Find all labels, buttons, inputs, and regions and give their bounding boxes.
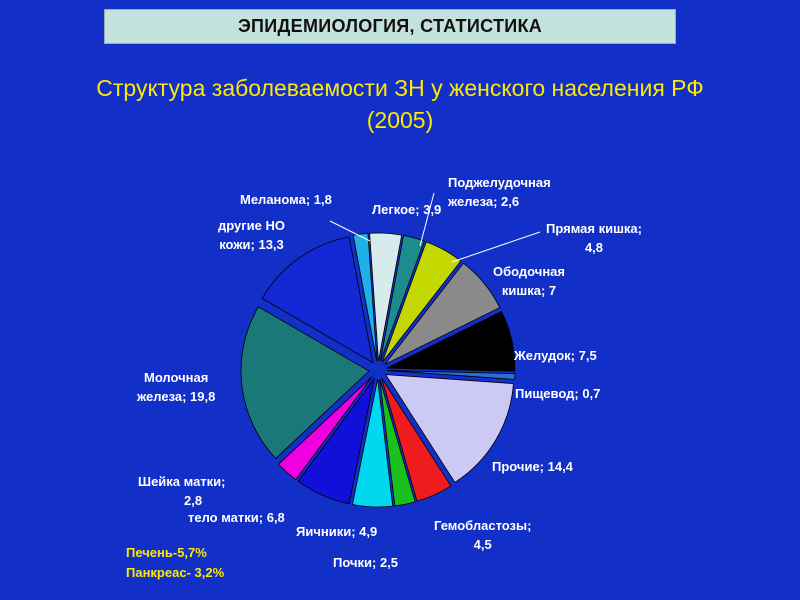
label-lung: Легкое; 3,9 [372, 202, 442, 217]
chart-title: Структура заболеваемости ЗН у женского н… [20, 72, 780, 136]
leader-line-0 [329, 220, 371, 242]
pie-slice-1 [379, 234, 425, 362]
pie-slice-12 [240, 306, 370, 460]
label-melanoma: Меланома; 1,8 [240, 192, 332, 207]
pie-slice-10 [297, 377, 375, 505]
note-liver: Печень-5,7% [126, 545, 207, 560]
label-hemoblastoses: Гемобластозы; 4,5 [434, 518, 532, 552]
leader-line-1 [419, 192, 435, 247]
pie-slice-8 [379, 378, 416, 507]
pie-slice-13 [261, 236, 374, 364]
pie-slice-7 [381, 377, 452, 502]
label-stomach: Желудок; 7,5 [514, 348, 597, 363]
label-colon: Ободочная кишка; 7 [493, 264, 565, 298]
label-cervix: Шейка матки; 2,8 [138, 474, 226, 508]
header-title: ЭПИДЕМИОЛОГИЯ, СТАТИСТИКА [237, 16, 543, 36]
pie-slice-0 [369, 232, 403, 362]
header-box: ЭПИДЕМИОЛОГИЯ, СТАТИСТИКА [104, 9, 676, 44]
pie-slice-2 [381, 241, 462, 363]
label-kidneys: Почки; 2,5 [333, 555, 399, 570]
pie-slice-14 [352, 232, 378, 362]
label-other: Прочие; 14,4 [492, 459, 573, 474]
label-rectum: Прямая кишка; 4,8 [546, 221, 642, 255]
chart-title-line1: Структура заболеваемости ЗН у женского н… [96, 75, 704, 101]
pie-slice-4 [386, 310, 516, 372]
label-uterus-body: тело матки; 6,8 [188, 510, 285, 525]
leader-line-2 [451, 231, 541, 263]
pie-slice-6 [384, 374, 514, 483]
pie-slice-9 [351, 378, 394, 508]
label-pancreas: Поджелудочная железа; 2,6 [448, 175, 551, 209]
label-ovaries: Яичники; 4,9 [296, 524, 378, 539]
note-pancreas: Панкреас- 3,2% [126, 565, 225, 580]
label-esophagus: Пищевод; 0,7 [515, 386, 601, 401]
pie-slice-3 [384, 262, 501, 365]
pie-slice-5 [386, 370, 516, 380]
label-skin: другие НО кожи; 13,3 [218, 218, 285, 252]
pie-slice-11 [278, 376, 373, 481]
chart-title-line2: (2005) [366, 107, 434, 133]
label-breast: Молочная железа; 19,8 [137, 370, 216, 404]
